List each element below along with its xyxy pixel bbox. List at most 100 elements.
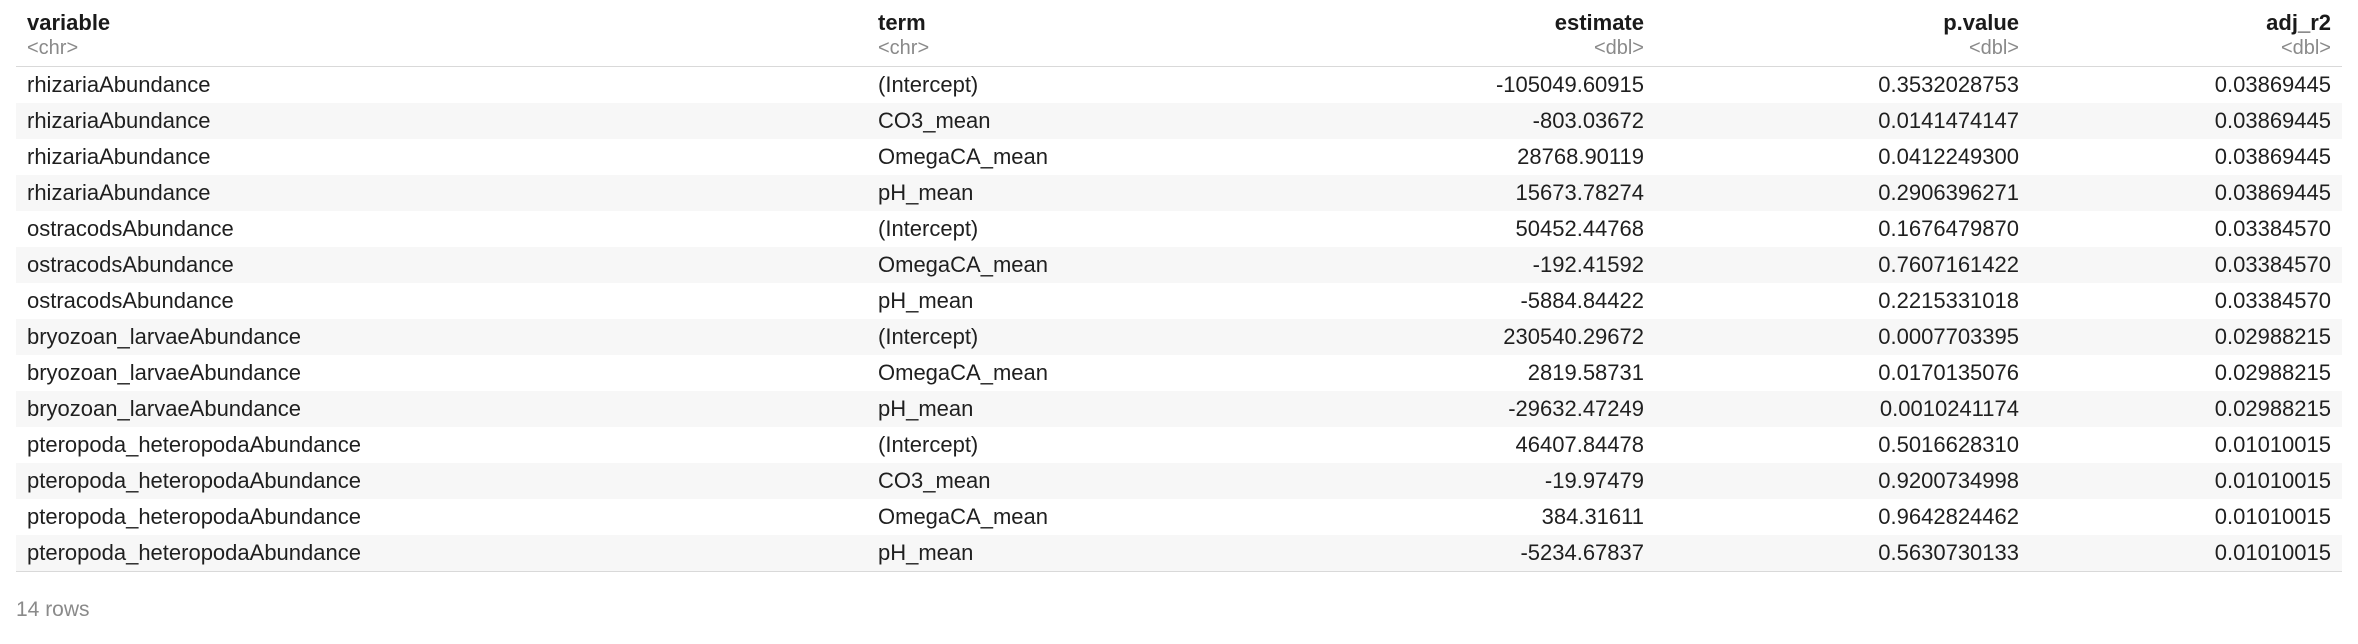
cell-adj-r2: 0.02988215 bbox=[2214, 324, 2331, 349]
column-name: estimate bbox=[1554, 10, 1644, 35]
table-header: variable <chr> term <chr> estimate <dbl>… bbox=[16, 10, 2342, 67]
cell-adj-r2: 0.03869445 bbox=[2214, 180, 2331, 205]
cell-estimate: 50452.44768 bbox=[1515, 216, 1644, 241]
cell-p-value: 0.0412249300 bbox=[1878, 144, 2019, 169]
column-type: <dbl> bbox=[2280, 37, 2331, 59]
cell-variable: ostracodsAbundance bbox=[27, 216, 234, 241]
cell-term: pH_mean bbox=[878, 288, 974, 313]
cell-adj-r2: 0.01010015 bbox=[2214, 540, 2331, 565]
cell-p-value: 0.7607161422 bbox=[1878, 252, 2019, 277]
cell-term: (Intercept) bbox=[878, 432, 979, 457]
cell-term: CO3_mean bbox=[878, 108, 991, 133]
cell-variable: rhizariaAbundance bbox=[27, 180, 211, 205]
cell-variable: ostracodsAbundance bbox=[27, 252, 234, 277]
table-row: rhizariaAbundance CO3_mean -803.03672 0.014… bbox=[16, 103, 2342, 139]
cell-variable: pteropoda_heteropodaAbundance bbox=[27, 468, 361, 493]
cell-estimate: -803.03672 bbox=[1532, 108, 1644, 133]
column-header-term[interactable]: term <chr> bbox=[867, 10, 1287, 67]
cell-variable: pteropoda_heteropodaAbundance bbox=[27, 432, 361, 457]
column-name: variable bbox=[27, 10, 111, 35]
cell-p-value: 0.2215331018 bbox=[1878, 288, 2019, 313]
table-row: rhizariaAbundance pH_mean 15673.78274 0.290… bbox=[16, 175, 2342, 211]
cell-variable: pteropoda_heteropodaAbundance bbox=[27, 504, 361, 529]
cell-term: OmegaCA_mean bbox=[878, 144, 1048, 169]
table-row: bryozoan_larvaeAbundance pH_mean -29632.47… bbox=[16, 391, 2342, 427]
table-row: bryozoan_larvaeAbundance (Intercept) 23054… bbox=[16, 319, 2342, 355]
cell-estimate: 46407.84478 bbox=[1515, 432, 1644, 457]
cell-p-value: 0.0007703395 bbox=[1878, 324, 2019, 349]
cell-term: pH_mean bbox=[878, 396, 974, 421]
cell-p-value: 0.9642824462 bbox=[1878, 504, 2019, 529]
table-row: rhizariaAbundance (Intercept) -105049.6091… bbox=[16, 67, 2342, 104]
cell-estimate: 28768.90119 bbox=[1517, 144, 1644, 169]
cell-term: (Intercept) bbox=[878, 324, 979, 349]
cell-variable: rhizariaAbundance bbox=[27, 144, 211, 169]
column-name: p.value bbox=[1943, 10, 2019, 35]
column-type: <chr> bbox=[878, 37, 930, 59]
cell-term: OmegaCA_mean bbox=[878, 252, 1048, 277]
cell-variable: bryozoan_larvaeAbundance bbox=[27, 324, 301, 349]
column-name: adj_r2 bbox=[2266, 10, 2331, 35]
cell-variable: pteropoda_heteropodaAbundance bbox=[27, 540, 361, 565]
cell-estimate: 15673.78274 bbox=[1515, 180, 1644, 205]
column-header-adj-r2[interactable]: adj_r2 <dbl> bbox=[2030, 10, 2342, 67]
column-header-p-value[interactable]: p.value <dbl> bbox=[1655, 10, 2030, 67]
cell-estimate: 384.31611 bbox=[1541, 504, 1644, 529]
cell-p-value: 0.3532028753 bbox=[1878, 72, 2019, 97]
table-row: bryozoan_larvaeAbundance OmegaCA_mean 2819… bbox=[16, 355, 2342, 391]
cell-term: OmegaCA_mean bbox=[878, 504, 1048, 529]
cell-p-value: 0.0170135076 bbox=[1878, 360, 2019, 385]
table-row: pteropoda_heteropodaAbundance pH_mean -523… bbox=[16, 535, 2342, 572]
cell-variable: bryozoan_larvaeAbundance bbox=[27, 396, 301, 421]
cell-term: pH_mean bbox=[878, 180, 974, 205]
table-row: ostracodsAbundance (Intercept) 50452.44768… bbox=[16, 211, 2342, 247]
cell-estimate: -5234.67837 bbox=[1520, 540, 1644, 565]
table-row: pteropoda_heteropodaAbundance CO3_mean -19… bbox=[16, 463, 2342, 499]
cell-adj-r2: 0.03869445 bbox=[2214, 108, 2331, 133]
table-row: ostracodsAbundance pH_mean -5884.84422 0.22… bbox=[16, 283, 2342, 319]
column-type: <dbl> bbox=[1593, 37, 1644, 59]
cell-p-value: 0.0010241174 bbox=[1879, 396, 2019, 421]
cell-adj-r2: 0.01010015 bbox=[2214, 432, 2331, 457]
table-row: pteropoda_heteropodaAbundance (Intercept)… bbox=[16, 427, 2342, 463]
cell-p-value: 0.2906396271 bbox=[1878, 180, 2019, 205]
cell-variable: rhizariaAbundance bbox=[27, 72, 211, 97]
cell-adj-r2: 0.03384570 bbox=[2214, 288, 2331, 313]
cell-term: (Intercept) bbox=[878, 72, 979, 97]
cell-term: CO3_mean bbox=[878, 468, 991, 493]
data-table: variable <chr> term <chr> estimate <dbl>… bbox=[16, 10, 2342, 572]
cell-p-value: 0.5016628310 bbox=[1878, 432, 2019, 457]
cell-variable: bryozoan_larvaeAbundance bbox=[27, 360, 301, 385]
cell-p-value: 0.9200734998 bbox=[1878, 468, 2019, 493]
cell-adj-r2: 0.03384570 bbox=[2214, 216, 2331, 241]
table-body: rhizariaAbundance (Intercept) -105049.6091… bbox=[16, 67, 2342, 572]
cell-adj-r2: 0.02988215 bbox=[2214, 360, 2331, 385]
cell-estimate: -105049.60915 bbox=[1495, 72, 1644, 97]
cell-adj-r2: 0.03869445 bbox=[2214, 144, 2331, 169]
table-row: pteropoda_heteropodaAbundance OmegaCA_mea… bbox=[16, 499, 2342, 535]
cell-adj-r2: 0.03869445 bbox=[2214, 72, 2331, 97]
table-row: rhizariaAbundance OmegaCA_mean 28768.90119… bbox=[16, 139, 2342, 175]
column-header-estimate[interactable]: estimate <dbl> bbox=[1287, 10, 1655, 67]
cell-term: OmegaCA_mean bbox=[878, 360, 1048, 385]
row-count-label: 14 rows bbox=[16, 598, 90, 621]
column-type: <chr> bbox=[27, 37, 79, 59]
cell-adj-r2: 0.02988215 bbox=[2214, 396, 2331, 421]
cell-variable: rhizariaAbundance bbox=[27, 108, 211, 133]
header-row: variable <chr> term <chr> estimate <dbl>… bbox=[16, 10, 2342, 67]
cell-variable: ostracodsAbundance bbox=[27, 288, 234, 313]
cell-p-value: 0.1676479870 bbox=[1878, 216, 2019, 241]
cell-estimate: -5884.84422 bbox=[1520, 288, 1644, 313]
cell-term: (Intercept) bbox=[878, 216, 979, 241]
cell-adj-r2: 0.01010015 bbox=[2214, 504, 2331, 529]
cell-p-value: 0.0141474147 bbox=[1878, 108, 2019, 133]
column-header-variable[interactable]: variable <chr> bbox=[16, 10, 867, 67]
cell-adj-r2: 0.03384570 bbox=[2214, 252, 2331, 277]
column-type: <dbl> bbox=[1968, 37, 2019, 59]
data-frame-output: variable <chr> term <chr> estimate <dbl>… bbox=[16, 10, 2342, 572]
cell-term: pH_mean bbox=[878, 540, 974, 565]
cell-estimate: 230540.29672 bbox=[1503, 324, 1644, 349]
cell-estimate: -19.97479 bbox=[1544, 468, 1644, 493]
cell-estimate: -29632.47249 bbox=[1508, 396, 1644, 421]
cell-estimate: -192.41592 bbox=[1532, 252, 1644, 277]
